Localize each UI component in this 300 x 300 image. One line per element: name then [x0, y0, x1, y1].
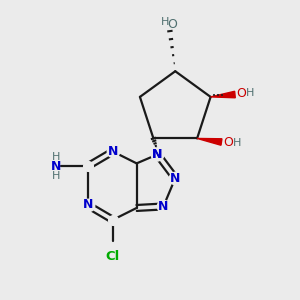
Text: N: N [82, 199, 93, 212]
Text: N: N [152, 148, 163, 161]
Text: O: O [167, 18, 177, 31]
Text: H: H [246, 88, 255, 98]
Text: H: H [233, 138, 241, 148]
Text: N: N [152, 148, 163, 161]
Text: H: H [52, 171, 60, 181]
Text: N: N [108, 145, 118, 158]
Polygon shape [197, 138, 222, 145]
Text: O: O [237, 86, 246, 100]
Polygon shape [211, 91, 235, 98]
Text: H: H [160, 17, 169, 27]
Text: •••: ••• [212, 93, 224, 99]
Text: N: N [170, 172, 181, 185]
Text: H: H [52, 152, 60, 162]
Text: Cl: Cl [106, 250, 120, 262]
Text: O: O [223, 136, 233, 149]
Text: N: N [158, 200, 169, 213]
Text: N: N [51, 160, 61, 173]
